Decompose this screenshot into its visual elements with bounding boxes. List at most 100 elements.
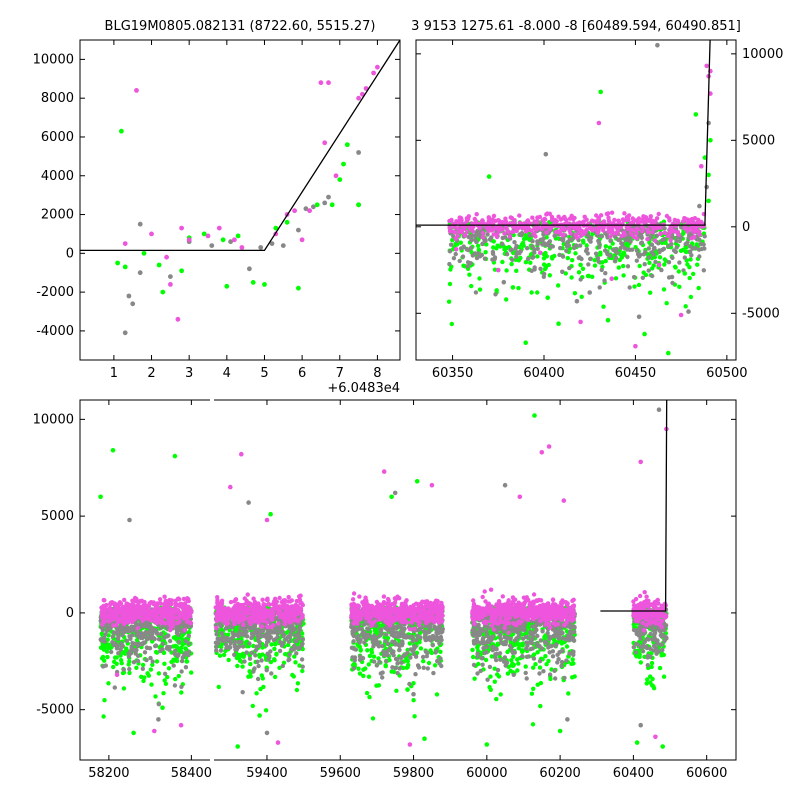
data-point-green bbox=[657, 255, 663, 260]
data-point-pink bbox=[645, 237, 650, 242]
data-point-gray bbox=[471, 662, 477, 668]
panel-top-left: 1 2 3 4 5 6 7 8-4000-20000200040006000800010000… bbox=[33, 39, 401, 396]
data-point-gray bbox=[101, 639, 107, 644]
data-point-gray bbox=[477, 253, 483, 259]
data-point-pink bbox=[662, 230, 668, 235]
data-point-gray bbox=[377, 633, 383, 638]
data-point-green bbox=[104, 649, 110, 654]
data-point-green bbox=[519, 648, 525, 653]
data-point-pink bbox=[462, 233, 468, 238]
plot-area bbox=[80, 40, 400, 336]
data-point-gray bbox=[218, 623, 224, 629]
data-point-green bbox=[649, 660, 655, 666]
data-point-gray bbox=[260, 628, 266, 633]
data-point-gray bbox=[380, 643, 385, 649]
data-point-green bbox=[565, 255, 570, 261]
data-point-green bbox=[476, 247, 481, 252]
data-point-gray bbox=[642, 262, 647, 267]
data-point-pink bbox=[495, 232, 500, 238]
data-point-green bbox=[366, 662, 371, 667]
data-point-gray bbox=[530, 244, 535, 249]
data-point-pink bbox=[122, 241, 128, 247]
data-point-gray bbox=[150, 659, 155, 664]
data-point-green bbox=[161, 650, 167, 656]
data-point-pink bbox=[584, 227, 589, 233]
data-point-green bbox=[592, 258, 597, 263]
data-point-green bbox=[111, 664, 116, 670]
data-point-pink bbox=[643, 215, 649, 220]
data-point-pink bbox=[510, 229, 515, 235]
data-point-gray bbox=[425, 666, 430, 671]
data-point-green bbox=[676, 269, 681, 274]
data-point-gray bbox=[397, 643, 402, 649]
data-point-pink bbox=[699, 219, 704, 225]
data-point-pink bbox=[667, 218, 672, 223]
data-point-gray bbox=[174, 624, 179, 629]
data-point-green bbox=[366, 674, 372, 679]
data-point-green bbox=[621, 263, 626, 269]
data-point-green bbox=[547, 273, 552, 278]
data-point-gray bbox=[356, 150, 361, 155]
data-point-green bbox=[179, 690, 184, 695]
data-point-gray bbox=[640, 275, 645, 280]
data-point-gray bbox=[172, 651, 177, 656]
data-point-green bbox=[580, 266, 586, 271]
data-point-green bbox=[99, 656, 105, 661]
data-point-gray bbox=[524, 654, 530, 659]
data-point-green bbox=[624, 241, 629, 247]
data-point-green bbox=[663, 240, 668, 245]
data-point-pink bbox=[474, 212, 479, 217]
data-point-pink bbox=[515, 226, 521, 231]
data-point-gray bbox=[258, 245, 264, 250]
data-point-green bbox=[662, 257, 667, 262]
data-point-gray bbox=[109, 649, 114, 655]
data-point-green bbox=[537, 665, 543, 670]
data-point-gray bbox=[256, 663, 261, 669]
data-point-green bbox=[529, 691, 535, 696]
data-point-gray bbox=[375, 642, 380, 647]
data-point-gray bbox=[525, 246, 530, 251]
data-point-pink bbox=[481, 234, 486, 240]
data-point-gray bbox=[352, 655, 358, 660]
data-point-green bbox=[542, 266, 548, 272]
data-point-green bbox=[162, 678, 167, 683]
data-point-pink bbox=[318, 80, 324, 86]
data-point-green bbox=[706, 198, 711, 204]
data-point-pink bbox=[672, 217, 678, 223]
data-point-gray bbox=[451, 256, 457, 261]
data-point-gray bbox=[516, 634, 521, 639]
data-point-green bbox=[633, 245, 638, 250]
data-point-green bbox=[694, 242, 699, 247]
data-point-gray bbox=[655, 42, 660, 48]
data-point-green bbox=[605, 317, 611, 323]
data-point-gray bbox=[597, 285, 602, 290]
data-point-gray bbox=[240, 690, 245, 695]
data-point-green bbox=[458, 240, 463, 245]
data-point-green bbox=[479, 651, 484, 656]
data-point-green bbox=[666, 350, 671, 356]
data-point-pink bbox=[474, 219, 479, 224]
data-point-green bbox=[127, 670, 132, 676]
data-point-gray bbox=[150, 625, 155, 631]
axes-frame bbox=[79, 39, 401, 361]
data-point-gray bbox=[209, 243, 215, 249]
data-point-green bbox=[174, 658, 180, 664]
data-point-gray bbox=[599, 234, 605, 239]
data-point-gray bbox=[351, 666, 357, 671]
data-point-gray bbox=[385, 641, 391, 647]
data-point-gray bbox=[135, 658, 141, 664]
data-point-pink bbox=[490, 227, 495, 232]
data-point-gray bbox=[249, 631, 255, 636]
data-point-gray bbox=[142, 650, 148, 655]
data-point-gray bbox=[303, 206, 309, 212]
data-point-gray bbox=[300, 664, 305, 669]
data-point-pink bbox=[678, 312, 684, 318]
data-point-green bbox=[176, 648, 181, 653]
data-point-pink bbox=[464, 230, 470, 235]
data-point-gray bbox=[520, 654, 525, 659]
data-point-gray bbox=[543, 151, 549, 157]
data-point-gray bbox=[646, 246, 651, 251]
data-point-gray bbox=[100, 664, 106, 669]
data-point-green bbox=[687, 265, 692, 270]
data-point-gray bbox=[410, 639, 415, 644]
